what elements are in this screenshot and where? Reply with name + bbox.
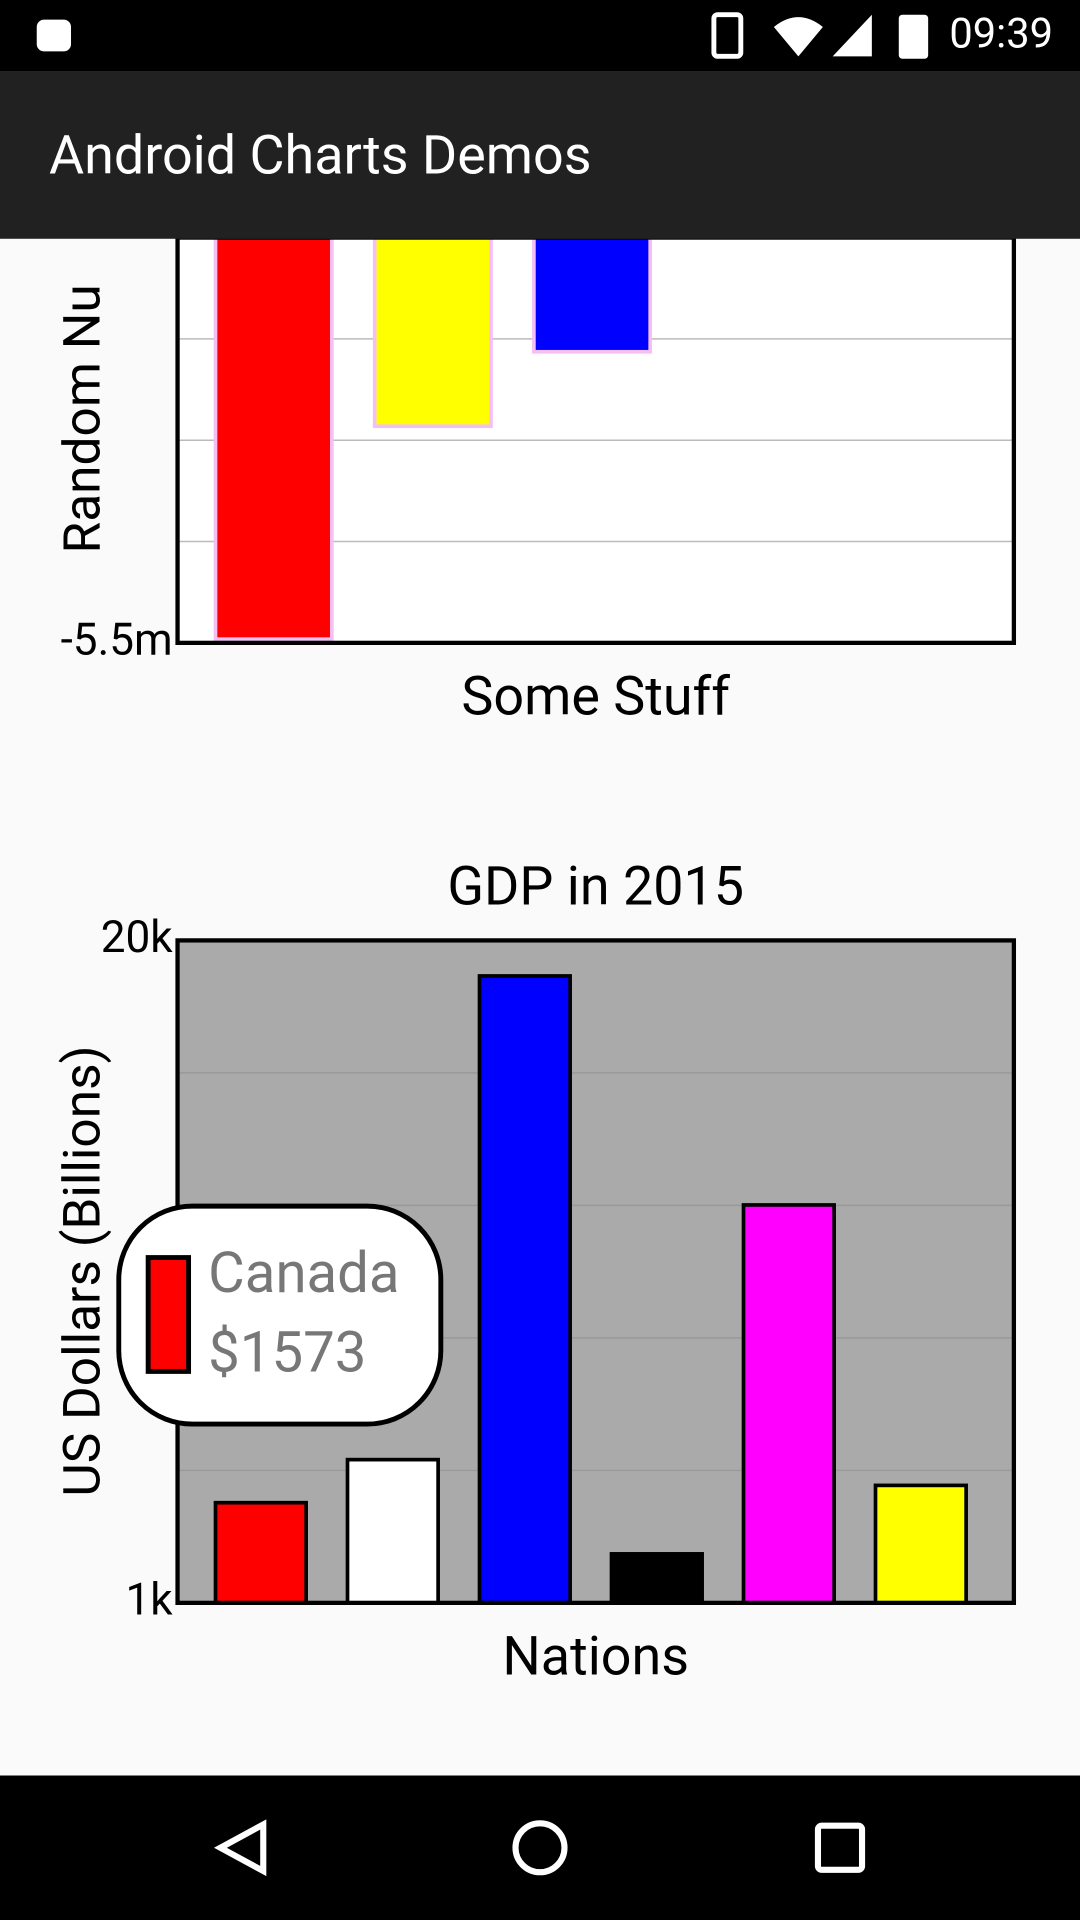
bar bbox=[873, 1483, 968, 1605]
tooltip-swatch bbox=[145, 1255, 192, 1374]
bar bbox=[372, 235, 493, 429]
battery-icon bbox=[898, 14, 929, 59]
app-title: Android Charts Demos bbox=[49, 124, 592, 187]
wifi-icon bbox=[773, 17, 823, 57]
back-button[interactable] bbox=[213, 1819, 267, 1877]
bar bbox=[741, 1203, 836, 1605]
recents-button[interactable] bbox=[814, 1822, 866, 1873]
bar bbox=[345, 1457, 440, 1605]
bar bbox=[477, 974, 572, 1605]
android-icon bbox=[36, 19, 72, 52]
bar bbox=[609, 1552, 704, 1605]
bar bbox=[532, 235, 653, 354]
x-axis-label: Some Stuff bbox=[461, 666, 730, 729]
y-tick-label: -5.5m bbox=[61, 613, 173, 665]
home-button[interactable] bbox=[512, 1820, 568, 1876]
y-tick-label: 1k bbox=[126, 1573, 174, 1625]
bar bbox=[213, 235, 334, 642]
y-axis-label: Random Nu bbox=[51, 284, 112, 553]
vibrate-icon bbox=[711, 12, 744, 59]
tooltip bbox=[116, 1203, 444, 1427]
x-axis-label: Nations bbox=[502, 1626, 689, 1689]
y-axis-label: US Dollars (Billions) bbox=[51, 1045, 112, 1496]
status-time: 09:39 bbox=[949, 10, 1053, 59]
tooltip-value: $1573 bbox=[208, 1320, 366, 1386]
app-bar bbox=[0, 71, 1080, 239]
nav-bar[interactable] bbox=[0, 1775, 1080, 1920]
tooltip-name: Canada bbox=[208, 1240, 399, 1306]
y-tick-label: 20k bbox=[101, 911, 174, 963]
charts: -5.5m Some Stuff Random Nu 1k 20k GDP in 2015… bbox=[51, 235, 1017, 1689]
bar bbox=[213, 1500, 308, 1605]
chart-title: GDP in 2015 bbox=[447, 855, 744, 918]
